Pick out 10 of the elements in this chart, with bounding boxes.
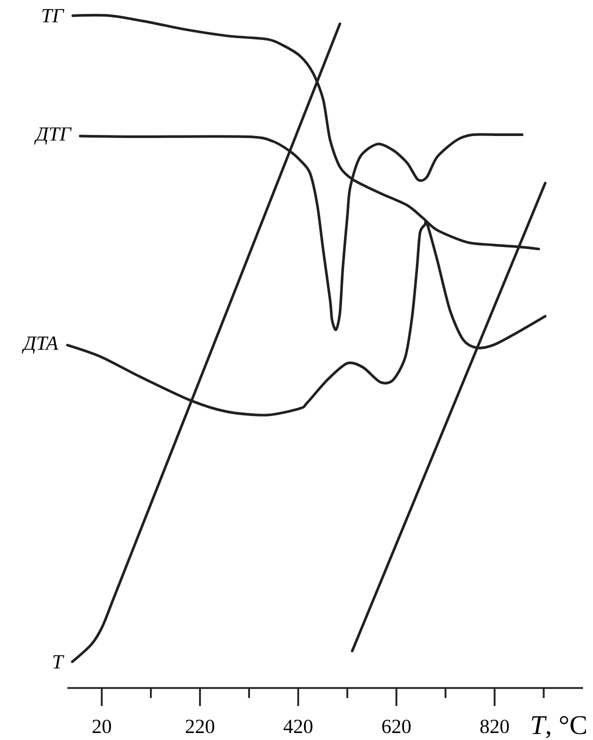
x-axis-title: T, °C [532, 716, 586, 738]
x-tick-label: 820 [480, 720, 509, 734]
x-tick-label: 220 [186, 720, 214, 734]
series-label: ДТА [22, 336, 58, 354]
x-tick-label: 420 [284, 720, 312, 734]
x-tick-label: 620 [382, 720, 411, 734]
x-tick-label: 20 [92, 720, 112, 734]
series-label: ДТГ [34, 127, 72, 145]
series-label: T [53, 655, 64, 668]
series-label: ТГ [42, 9, 64, 22]
